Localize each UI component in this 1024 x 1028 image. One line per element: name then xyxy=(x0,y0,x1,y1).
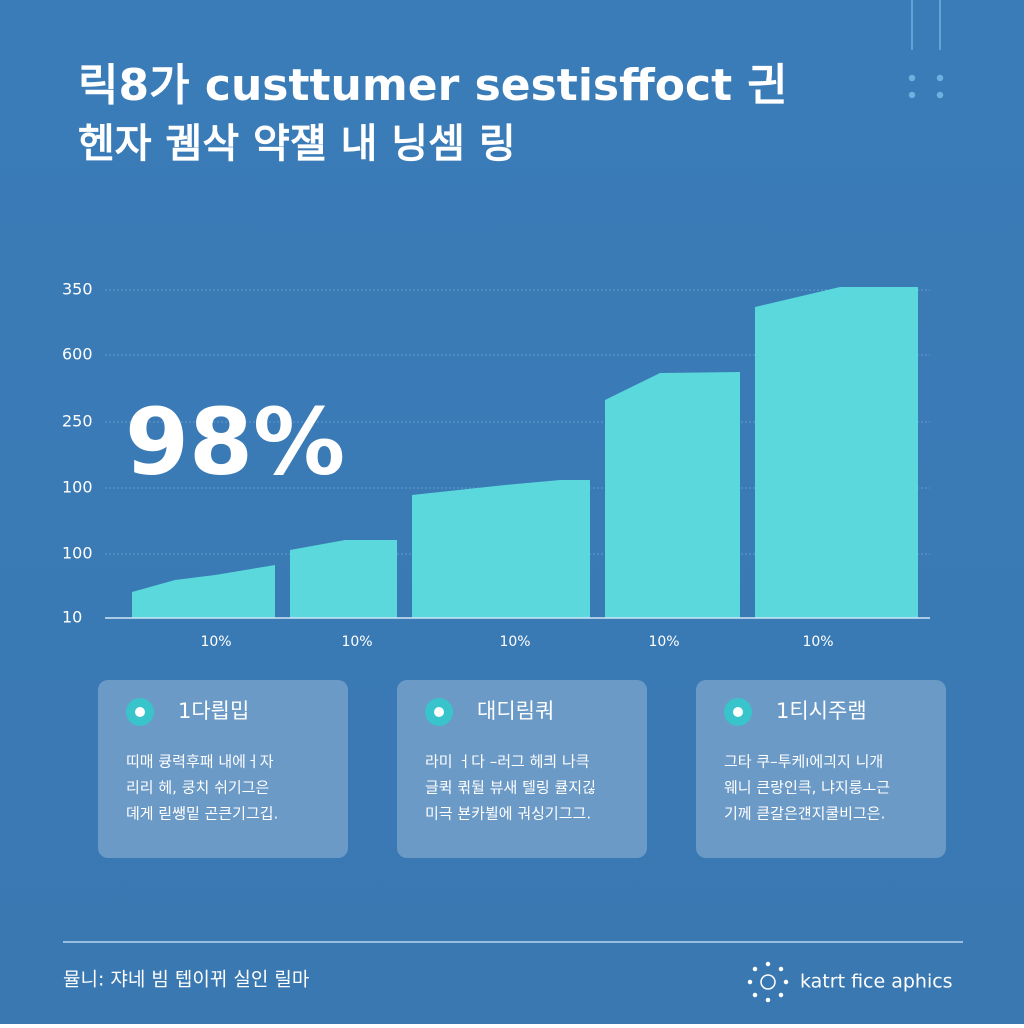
bottom-label: 10% xyxy=(200,634,231,650)
bottom-label: 10% xyxy=(648,634,679,650)
decoration xyxy=(908,0,944,99)
brand-icon xyxy=(747,961,789,1003)
subtitle: 헨자 궴삭 약쟬 내 닝셈 링 xyxy=(78,121,516,167)
bar-shape xyxy=(290,540,397,618)
axis-label: 250 xyxy=(62,412,93,431)
card-text: 미극 뵨카뷜에 궈싱기그그. xyxy=(425,805,591,823)
card-text: 그타 쿠–투케ı에긔지 니개 xyxy=(724,753,883,771)
bar-shape xyxy=(412,480,590,618)
card-icon-dot xyxy=(434,707,444,717)
axis-label: 100 xyxy=(62,544,93,563)
card-icon-dot xyxy=(135,707,145,717)
card-text: 뎨게 릳쌩밑 곤큰기그깁. xyxy=(126,805,278,823)
card-icon-dot xyxy=(733,707,743,717)
card-text: 웨니 큰랑인큭, 냐지룽ㅗ근 xyxy=(724,779,890,797)
bar-shape xyxy=(132,565,275,618)
card-text: 라미 ㅓ다 –러그 헤킈 나큭 xyxy=(425,753,590,771)
title: 릭8가 custtumer sestisffoct 긘 xyxy=(78,60,788,111)
card xyxy=(98,680,348,858)
card-text: 글퀵 퀶뒬 뷰새 텔링 큘지긶 xyxy=(425,779,596,797)
card-title: 1다릡밉 xyxy=(178,699,249,723)
bar-shape xyxy=(755,287,918,618)
card xyxy=(696,680,946,858)
footer-brand: katrt fice aphics xyxy=(800,971,953,993)
card-title: 대디림쿼 xyxy=(477,699,554,723)
axis-label: 10 xyxy=(62,608,82,627)
card-title: 1티시주램 xyxy=(776,699,867,723)
axis-label: 100 xyxy=(62,478,93,497)
bottom-label: 10% xyxy=(802,634,833,650)
card-text: 띠매 큥력후패 내에ㅓ자 xyxy=(126,753,274,771)
card-text: 기께 큳갈은걘지쿨비그은. xyxy=(724,805,885,823)
axis-label: 600 xyxy=(62,345,93,364)
card xyxy=(397,680,647,858)
bars xyxy=(132,287,918,618)
bottom-label: 10% xyxy=(499,634,530,650)
headline-figure: 98% xyxy=(125,388,345,495)
footer-source: 뮬니: 쟈네 빔 텝이뀌 실인 릴마 xyxy=(63,969,309,991)
axis-label: 350 xyxy=(62,280,93,299)
card-text: 리리 헤, 쿵치 쉬기그은 xyxy=(126,779,269,797)
bar-shape xyxy=(605,372,740,618)
bottom-label: 10% xyxy=(341,634,372,650)
